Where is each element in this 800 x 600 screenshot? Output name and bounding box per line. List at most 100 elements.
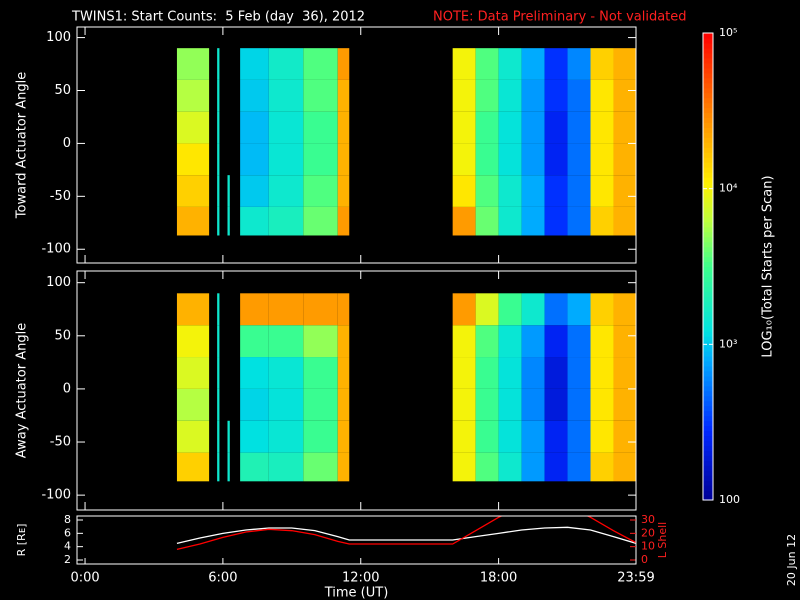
heat-cell (590, 79, 614, 112)
y2-tick-label: 20 (641, 526, 655, 539)
colorbar-swatch (703, 67, 713, 74)
heat-cell (452, 388, 476, 421)
colorbar-swatch (703, 147, 713, 153)
colorbar-swatch (703, 82, 713, 89)
colorbar-swatch (703, 177, 713, 183)
colorbar-swatch (703, 187, 713, 193)
heat-cell (567, 79, 591, 112)
heat-cell (240, 452, 269, 482)
colorbar-swatch (703, 37, 713, 44)
colorbar-swatch (703, 226, 713, 233)
heat-cell (544, 111, 568, 144)
colorbar-swatch (703, 321, 713, 327)
heat-cell (567, 48, 591, 80)
colorbar-swatch (703, 251, 713, 258)
colorbar-swatch (703, 206, 713, 213)
heat-cell (590, 452, 614, 482)
heat-cell (613, 143, 636, 176)
colorbar-swatch (703, 196, 713, 203)
colorbar-swatch (703, 370, 713, 377)
heat-cell (176, 388, 210, 421)
x-tick-label: 6:00 (208, 571, 237, 586)
heat-cell (590, 175, 614, 207)
heat-cell (176, 325, 210, 358)
colorbar-swatch (703, 365, 713, 372)
heat-cell (452, 293, 476, 326)
y2-tick-label: 10 (641, 540, 655, 553)
heat-cell (240, 111, 269, 144)
heat-cell (240, 325, 269, 358)
colorbar-swatch (703, 241, 713, 248)
heat-cell (176, 143, 210, 176)
colorbar-swatch (703, 410, 713, 417)
plot-frame (76, 270, 637, 511)
heat-cell (337, 143, 350, 176)
colorbar-swatch (703, 92, 713, 99)
date-stamp: 20 Jun 12 (785, 534, 798, 586)
colorbar-swatch (703, 62, 713, 69)
heat-cell (590, 293, 614, 326)
heat-cell (613, 48, 636, 80)
colorbar-swatch (703, 360, 713, 367)
heat-cell (590, 325, 614, 358)
y2-tick-label: 0 (641, 553, 648, 566)
heat-cell (240, 357, 269, 389)
heat-cell (268, 293, 304, 326)
heat-cell (452, 48, 476, 80)
colorbar-swatch (703, 281, 713, 287)
heat-cell (498, 111, 522, 144)
colorbar-swatch (703, 87, 713, 94)
colorbar-swatch (703, 172, 713, 178)
y-tick-label: -50 (50, 435, 71, 450)
heat-cell (217, 206, 220, 236)
heat-cell (544, 79, 568, 112)
y-tick-label: -50 (50, 189, 71, 204)
heat-cell (337, 357, 350, 389)
y-tick-label: 50 (54, 328, 71, 343)
heat-cell (268, 420, 304, 453)
heat-cell (303, 111, 338, 144)
heat-cell (337, 111, 350, 144)
heat-cell (613, 175, 636, 207)
heat-cell (613, 293, 636, 326)
y-tick-label: 2 (64, 553, 71, 566)
heat-cell (240, 143, 269, 176)
heat-cell (240, 293, 269, 326)
heat-cell (475, 175, 499, 207)
colorbar-swatch (703, 167, 713, 173)
y-tick-label: 0 (63, 136, 71, 151)
colorbar-swatch (703, 137, 713, 143)
heat-cell (475, 388, 499, 421)
colorbar-swatch (703, 355, 713, 362)
colorbar-swatch (703, 142, 713, 148)
colorbar-swatch (703, 57, 713, 64)
colorbar-frame (702, 32, 714, 501)
heat-cell (521, 48, 545, 80)
y-tick-label: 8 (64, 513, 71, 526)
heat-cell (544, 143, 568, 176)
heat-cell (268, 388, 304, 421)
colorbar-swatch (703, 157, 713, 163)
heat-cell (521, 388, 545, 421)
colorbar-swatch (703, 480, 713, 486)
heat-cell (268, 111, 304, 144)
colorbar-swatch (703, 261, 713, 268)
heat-cell (217, 175, 220, 207)
heat-cell (613, 420, 636, 453)
heat-cell (303, 293, 338, 326)
y-tick-label: -100 (41, 488, 71, 503)
heat-cell (337, 175, 350, 207)
heat-cell (176, 357, 210, 389)
heat-cell (337, 452, 350, 482)
colorbar-swatch (703, 102, 713, 109)
heat-cell (613, 79, 636, 112)
heat-cell (590, 420, 614, 453)
heat-cell (452, 420, 476, 453)
colorbar-swatch (703, 77, 713, 84)
heat-cell (590, 111, 614, 144)
heat-cell (303, 79, 338, 112)
colorbar-swatch (703, 425, 713, 432)
heat-cell (498, 48, 522, 80)
colorbar-swatch (703, 301, 713, 307)
